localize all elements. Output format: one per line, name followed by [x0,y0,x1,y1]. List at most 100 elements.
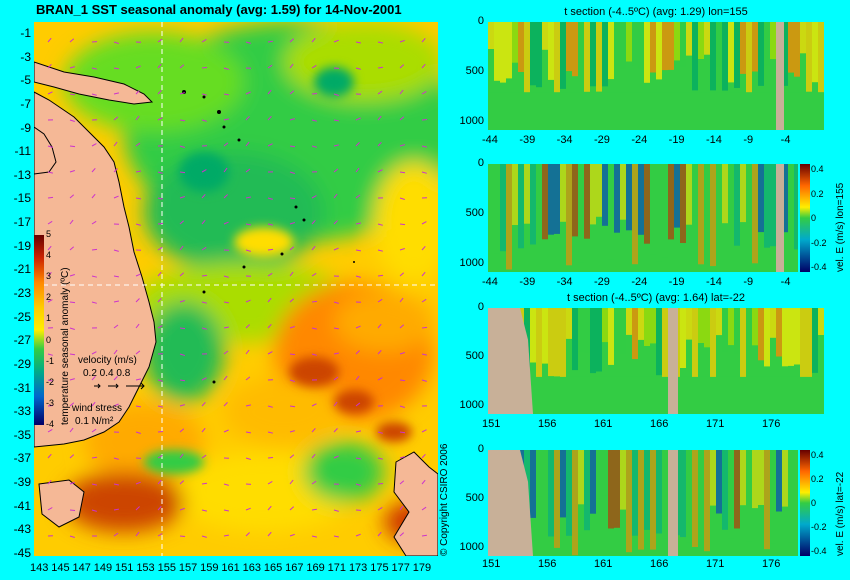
lon-tick-label: 169 [306,562,325,574]
lon-tick-label: 151 [115,562,134,574]
section-stripe [602,450,608,496]
section-x-tick: -9 [743,276,754,288]
wind-arrow [311,300,318,303]
wind-arrow [201,38,207,43]
wind-arrow [157,171,163,174]
wind-arrow [69,509,76,511]
wind-arrow [113,116,119,121]
wind-arrow [399,405,405,408]
main-colorbar-tick: -3 [46,397,55,408]
section-stripe [674,22,680,61]
section-x-tick: -29 [594,276,610,288]
wind-arrow [135,506,140,511]
wind-arrow [179,507,185,511]
wind-arrow [267,89,272,95]
lat-tick-label: -31 [13,380,31,395]
wind-arrow [289,326,295,329]
wind-arrow [157,431,164,433]
section-stripe [680,22,686,67]
lon-tick-label: 149 [93,562,113,574]
wind-arrow [223,194,228,199]
wind-arrow [377,223,383,226]
wind-arrow [113,92,120,95]
section-stripe [788,308,794,366]
section-depth-tick: 0 [477,157,484,169]
map-title: BRAN_1 SST seasonal anomaly (avg: 1.59) … [36,2,402,17]
section-stripe [656,308,662,376]
section-stripe [734,164,740,246]
wind-arrow [223,350,229,355]
wind-arrow [289,171,295,174]
section-stripe [554,308,560,377]
wind-arrow [69,66,75,69]
section-stripe [674,164,680,228]
wind-arrow [157,505,162,511]
wind-arrow [201,427,206,433]
section-panel-t-section-lon155[interactable] [488,22,824,130]
wind-arrow-field [47,37,428,538]
section-stripe [614,450,620,528]
section-stripe [626,450,632,553]
wind-arrow [355,350,360,355]
lon-tick-label: 145 [51,562,70,574]
lat-tick-label: -17 [13,215,31,230]
wind-arrow [201,401,206,407]
section-x-tick: 161 [594,418,613,430]
section-panel-t-section-lat-22[interactable] [488,308,824,414]
wind-arrow [157,479,162,485]
wind-arrow [113,508,119,511]
wind-arrow [47,507,53,511]
wind-arrow [399,297,404,303]
section-x-tick: 156 [538,418,557,430]
section-stripe [530,450,536,518]
section-stripe [650,308,656,344]
wind-arrow [267,197,273,200]
wind-arrow [223,142,229,147]
wind-arrow [179,379,186,382]
wind-arrow [399,64,405,69]
section-stripe [752,164,758,264]
wind-arrow [311,508,317,511]
wind-arrow [289,479,294,485]
wind-arrow [223,301,229,304]
wind-arrow [377,298,383,303]
section-colorbar-tick: 0 [811,498,817,508]
section-stripe [542,164,548,240]
sst-anomaly-map[interactable] [34,22,438,556]
section-depth-tick: 500 [465,207,484,219]
wind-arrow [333,509,339,512]
wind-arrow [399,171,406,174]
section-stripe [548,22,554,80]
section-stripe [614,308,620,351]
section-stripe [656,450,662,534]
section-stripe [770,22,776,60]
section-stripe [596,22,602,92]
wind-arrow [113,300,119,303]
wind-arrow [355,483,361,486]
section-panel-vel-section-lon155[interactable] [488,164,798,272]
section-stripe [704,308,710,348]
section-stripe [578,22,584,63]
wind-arrow [355,375,360,381]
wind-arrow [355,167,360,173]
wind-arrow [421,534,427,537]
section-stripe [788,22,794,73]
section-stripe [668,164,674,240]
wind-arrow [421,353,428,356]
section-depth-tick: 500 [465,350,484,362]
wind-arrow [69,481,75,485]
wind-arrow [289,298,295,303]
wind-arrow [311,427,316,433]
wind-arrow [355,142,360,147]
section-stripe [662,308,668,380]
main-colorbar-label: temperature seasonal anomaly (ºC) [60,267,71,425]
wind-arrow [267,40,273,43]
section-panel-vel-section-lat-22[interactable] [488,450,798,556]
section-depth-tick: 500 [465,492,484,504]
wind-legend-title: wind stress [72,403,123,414]
section-stripe [608,308,614,365]
wind-arrow [223,275,229,278]
wind-arrow [421,429,427,433]
wind-arrow [267,480,273,485]
section-stripe [686,22,692,56]
